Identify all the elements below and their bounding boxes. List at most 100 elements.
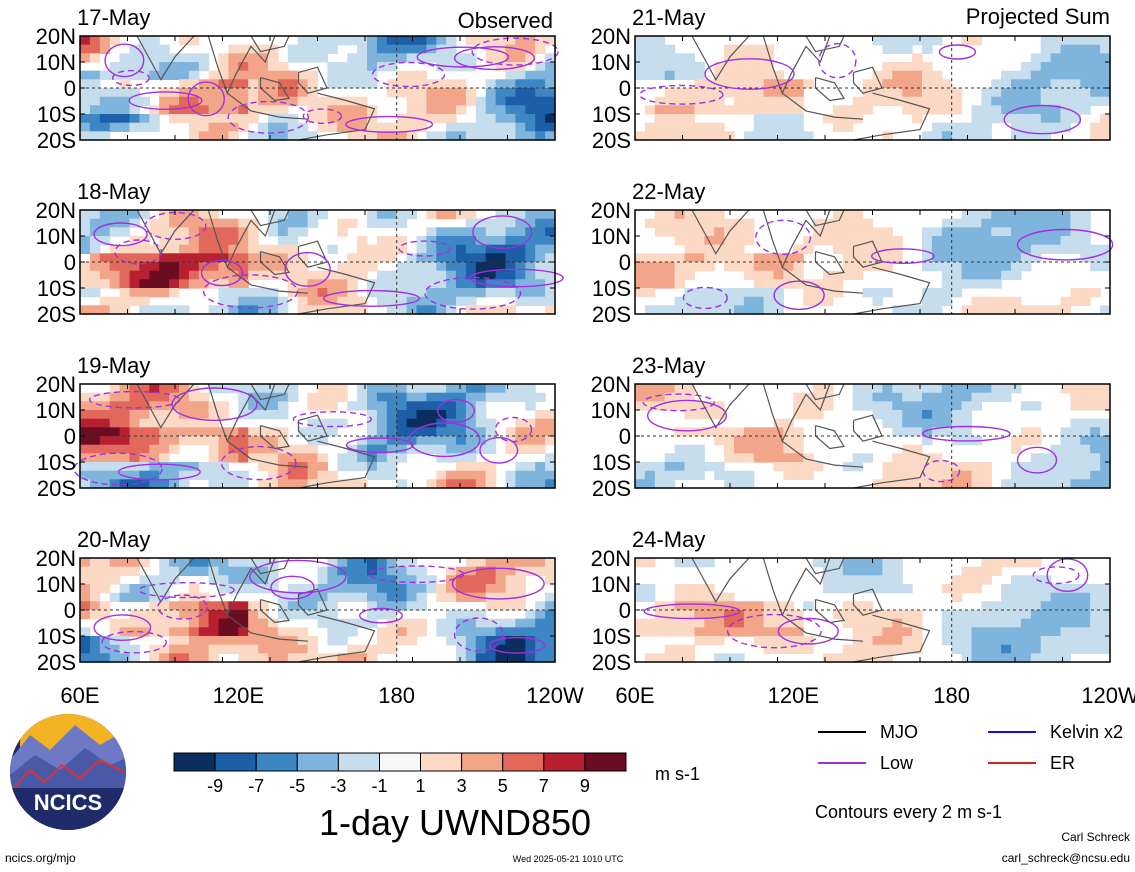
y-tick-label: 10S bbox=[592, 102, 631, 127]
y-tick-label: 10N bbox=[36, 224, 76, 249]
y-tick-label: 20S bbox=[592, 302, 631, 327]
y-tick-label: 20N bbox=[36, 24, 76, 49]
panel-date: 20-May bbox=[77, 527, 150, 552]
y-tick-label: 10S bbox=[37, 102, 76, 127]
y-tick-label: 0 bbox=[619, 76, 631, 101]
colorbar-swatch bbox=[420, 752, 463, 772]
colorbar-label: 1 bbox=[415, 776, 425, 796]
colorbar-label: -7 bbox=[248, 776, 264, 796]
colorbar-swatch bbox=[173, 752, 216, 772]
low-contours bbox=[682, 219, 1114, 311]
low-contours bbox=[73, 387, 533, 486]
low-contours bbox=[639, 43, 1082, 135]
projected-label: Projected Sum bbox=[966, 4, 1110, 29]
footer-email: carl_schreck@ncsu.edu bbox=[1002, 851, 1130, 865]
y-tick-label: 10S bbox=[592, 624, 631, 649]
y-tick-label: 20N bbox=[591, 372, 631, 397]
y-tick-label: 0 bbox=[64, 598, 76, 623]
x-tick-label: 120W bbox=[1081, 683, 1135, 708]
low-contours bbox=[93, 559, 546, 654]
y-tick-label: 20N bbox=[36, 546, 76, 571]
y-tick-label: 0 bbox=[619, 424, 631, 449]
y-tick-label: 10N bbox=[36, 398, 76, 423]
y-tick-label: 10N bbox=[591, 50, 631, 75]
footer-author: Carl Schreck bbox=[1061, 830, 1131, 844]
y-tick-label: 0 bbox=[64, 424, 76, 449]
low-contours bbox=[93, 211, 564, 310]
y-tick-label: 0 bbox=[64, 76, 76, 101]
y-tick-label: 20N bbox=[36, 372, 76, 397]
y-tick-label: 0 bbox=[619, 598, 631, 623]
colorbar-swatch bbox=[255, 752, 298, 772]
x-tick-label: 120E bbox=[768, 683, 819, 708]
colorbar-swatch bbox=[296, 752, 339, 772]
colorbar-label: -1 bbox=[371, 776, 387, 796]
y-tick-label: 10S bbox=[37, 624, 76, 649]
colorbar-label: 9 bbox=[580, 776, 590, 796]
y-tick-label: 10S bbox=[37, 276, 76, 301]
panel-date: 17-May bbox=[77, 5, 150, 30]
y-tick-label: 20S bbox=[592, 128, 631, 153]
units-label: m s-1 bbox=[655, 764, 700, 784]
variable-title: 1-day UWND850 bbox=[319, 802, 591, 843]
colorbar-swatch bbox=[584, 752, 627, 772]
low-contours bbox=[104, 37, 559, 134]
coastlines bbox=[691, 35, 931, 141]
y-tick-label: 20N bbox=[591, 198, 631, 223]
y-tick-label: 10S bbox=[592, 450, 631, 475]
colorbar-label: 3 bbox=[457, 776, 467, 796]
y-tick-label: 20N bbox=[36, 198, 76, 223]
legend-label: MJO bbox=[880, 722, 918, 742]
colorbar-label: 5 bbox=[498, 776, 508, 796]
observed-label: Observed bbox=[458, 8, 553, 33]
panel-date: 18-May bbox=[77, 179, 150, 204]
y-tick-label: 10N bbox=[591, 398, 631, 423]
colorbar-label: -5 bbox=[289, 776, 305, 796]
legend-label: Kelvin x2 bbox=[1050, 722, 1123, 742]
y-tick-label: 10N bbox=[36, 572, 76, 597]
x-tick-label: 180 bbox=[378, 683, 415, 708]
coastlines bbox=[691, 209, 931, 315]
colorbar-label: 7 bbox=[539, 776, 549, 796]
x-tick-label: 180 bbox=[933, 683, 970, 708]
panel-date: 19-May bbox=[77, 353, 150, 378]
colorbar-label: -9 bbox=[207, 776, 223, 796]
coastlines bbox=[691, 557, 931, 663]
y-tick-label: 20N bbox=[591, 546, 631, 571]
panel-date: 24-May bbox=[632, 527, 705, 552]
footer-url: ncics.org/mjo bbox=[5, 851, 76, 865]
colorbar-swatch bbox=[214, 752, 257, 772]
y-tick-label: 10S bbox=[592, 276, 631, 301]
legend-label: Low bbox=[880, 753, 914, 773]
logo-text: NCICS bbox=[34, 790, 102, 815]
low-contours bbox=[643, 558, 1089, 649]
footer-timestamp: Wed 2025-05-21 1010 UTC bbox=[513, 854, 624, 864]
colorbar-swatch bbox=[379, 752, 422, 772]
x-tick-label: 60E bbox=[615, 683, 654, 708]
y-tick-label: 0 bbox=[619, 250, 631, 275]
y-tick-label: 20S bbox=[37, 650, 76, 675]
panel-date: 23-May bbox=[632, 353, 705, 378]
x-tick-label: 60E bbox=[60, 683, 99, 708]
x-tick-label: 120W bbox=[526, 683, 584, 708]
panel-date: 21-May bbox=[632, 5, 705, 30]
y-tick-label: 10S bbox=[37, 450, 76, 475]
y-tick-label: 20N bbox=[591, 24, 631, 49]
y-tick-label: 10N bbox=[591, 224, 631, 249]
y-tick-label: 20S bbox=[37, 476, 76, 501]
panel-date: 22-May bbox=[632, 179, 705, 204]
y-tick-label: 20S bbox=[37, 128, 76, 153]
y-tick-label: 10N bbox=[36, 50, 76, 75]
colorbar-swatch bbox=[543, 752, 586, 772]
contour-note: Contours every 2 m s-1 bbox=[815, 802, 1002, 822]
y-tick-label: 10N bbox=[591, 572, 631, 597]
coastlines bbox=[136, 35, 376, 141]
y-tick-label: 0 bbox=[64, 250, 76, 275]
